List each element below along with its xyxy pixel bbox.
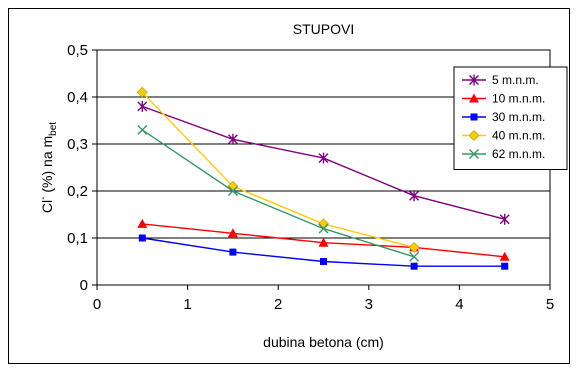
data-point [137,124,148,135]
y-axis-label-mid: (%) na m [39,136,55,197]
legend-entry: 30 m.n.m. [462,110,545,124]
x-tick-label: 3 [365,296,373,313]
data-point [318,152,329,164]
x-tick-label: 4 [455,296,463,313]
legend-label: 40 m.n.m. [492,129,545,143]
legend-label: 10 m.n.m. [492,92,545,106]
data-point [227,186,238,196]
data-point [410,262,418,270]
y-axis-label: Cl- (%) na mbet [38,122,59,213]
x-tick-label: 1 [183,296,191,313]
y-tick-label: 0,3 [67,136,88,153]
y-tick-label: 0,2 [67,183,88,200]
series-0 [137,100,510,225]
y-tick-label: 0 [80,277,88,294]
data-point [227,228,238,238]
series-line [141,91,415,249]
legend-entry: 62 m.n.m. [462,147,545,161]
series-1 [137,218,510,261]
data-point [499,213,510,225]
x-tick-label: 5 [546,296,554,313]
legend-entry: 10 m.n.m. [462,92,545,106]
data-point [408,241,420,253]
y-tick-label: 0,4 [67,89,88,106]
legend-label: 5 m.n.m. [492,73,539,87]
series-2 [138,234,509,270]
x-tick-label: 2 [274,296,282,313]
series-4 [137,124,420,262]
y-tick-label: 0,5 [67,42,88,59]
legend-swatch-marker [470,113,478,121]
legend: 5 m.n.m. 10 m.n.m. 30 m.n.m. 40 m.n.m. 62 m.… [453,66,568,170]
legend-label: 30 m.n.m. [492,110,545,124]
data-point [138,234,146,242]
data-point [501,262,509,270]
data-point [137,100,148,112]
y-tick-label: 0,1 [67,230,88,247]
legend-swatch-marker [469,149,479,159]
y-axis-label-main: Cl [39,200,55,213]
legend-entry: 40 m.n.m. [462,129,545,143]
data-point [320,258,327,265]
series-line [141,129,415,258]
legend-label: 62 m.n.m. [492,147,545,161]
data-point [137,218,148,228]
chart-frame: 0 0,1 0,2 0,3 0,4 0,5 0 1 2 3 4 5 STUPOVI dubina be… [8,8,570,364]
data-point [499,251,510,261]
data-point [409,251,420,262]
data-point [409,190,420,202]
y-axis-label-sup: - [38,197,49,200]
data-point [318,237,329,247]
data-point [227,133,238,145]
chart-svg: 0 0,1 0,2 0,3 0,4 0,5 0 1 2 3 4 5 STUPOVI dubina be… [38,21,568,350]
legend-entry: 5 m.n.m. [462,73,539,87]
chart-title: STUPOVI [293,21,354,37]
legend-swatch-marker [468,130,480,141]
data-point [318,223,329,234]
legend-swatch-marker [469,74,479,86]
data-point [229,248,237,256]
x-tick-label: 0 [93,296,101,313]
y-axis-label-sub: bet [48,122,59,136]
tick-layer: 0 0,1 0,2 0,3 0,4 0,5 0 1 2 3 4 5 [67,42,554,313]
data-point [136,86,148,98]
series-layer [136,86,510,270]
legend-swatch-marker [469,93,479,103]
x-axis-label: dubina betona (cm) [263,334,384,350]
